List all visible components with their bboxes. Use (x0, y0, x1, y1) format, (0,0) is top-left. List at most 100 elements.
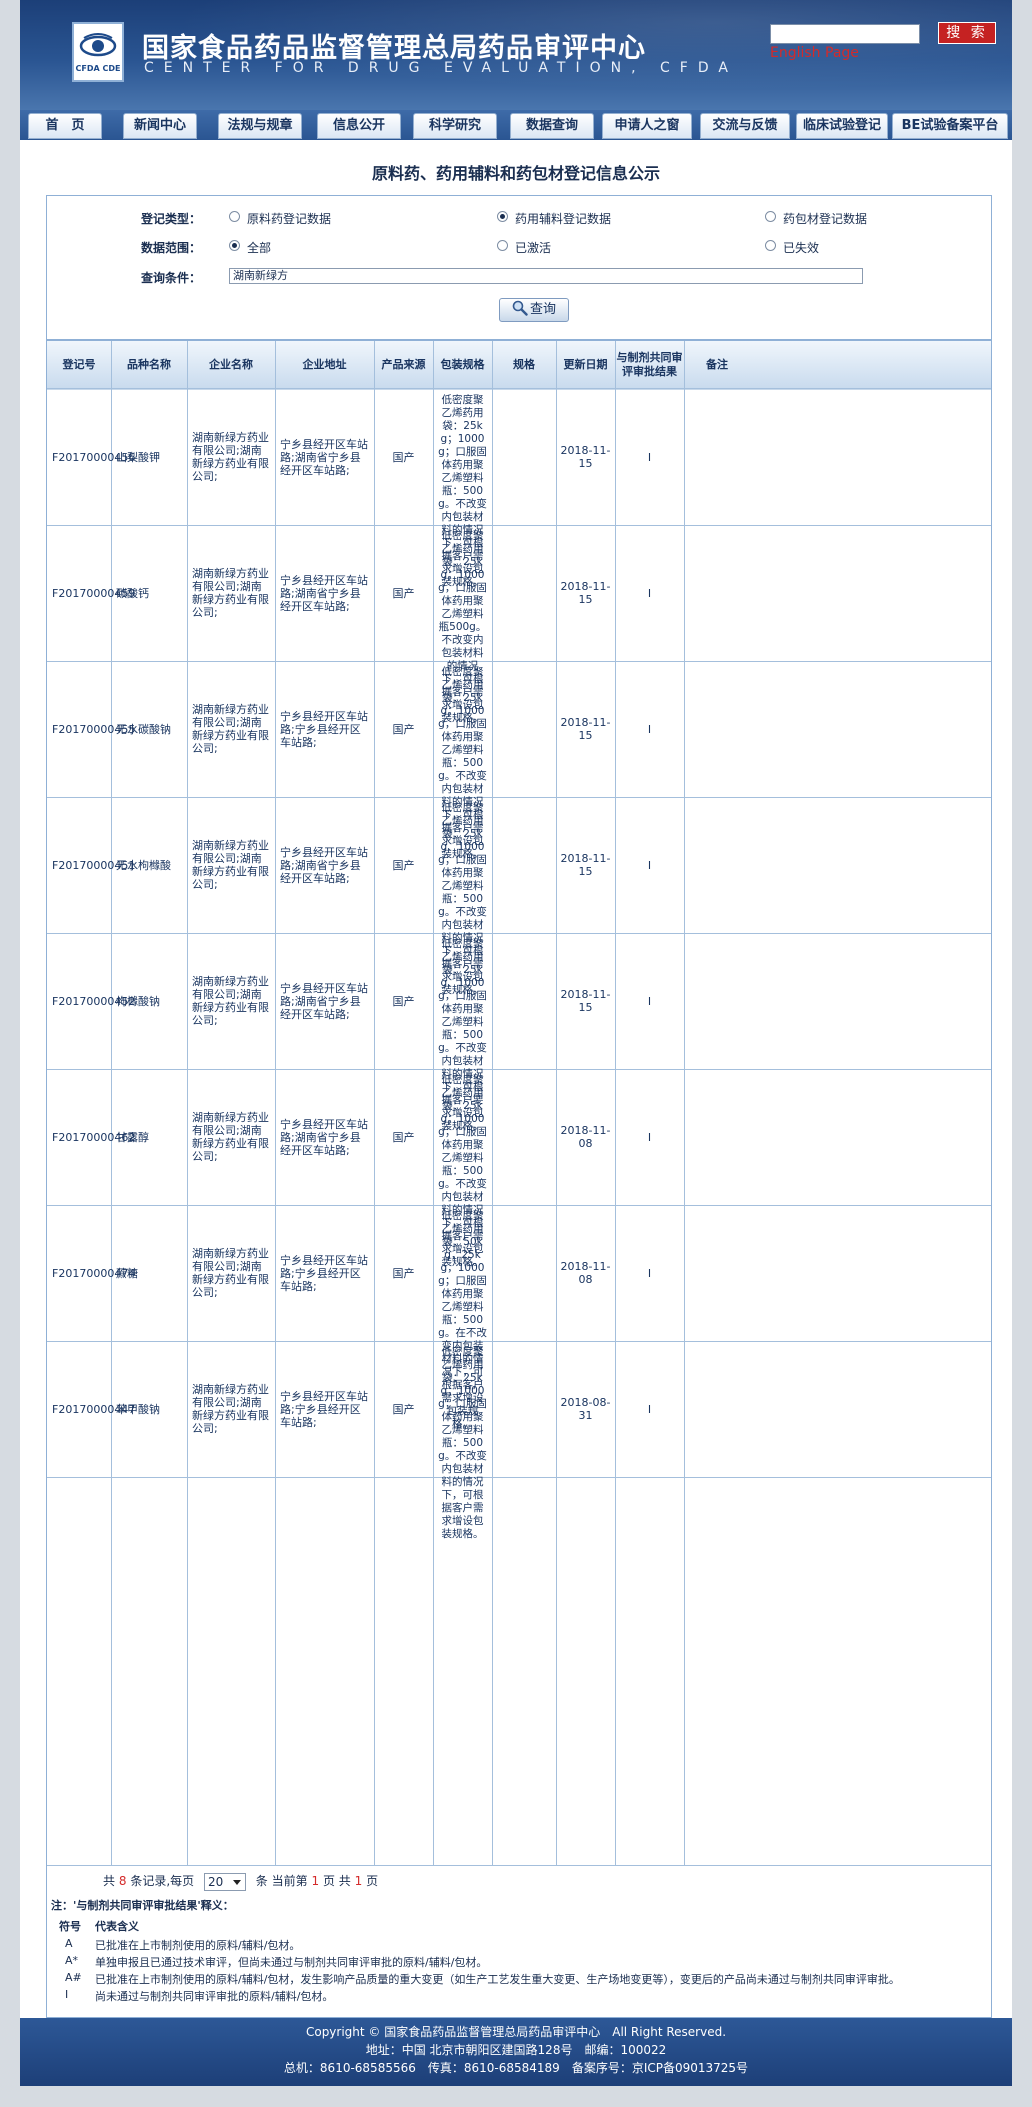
cell-packaging: 低密度聚乙烯药用袋：25kg；1000g；口服固体药用聚乙烯塑料瓶：500g。不… (438, 1074, 487, 1268)
table-row: F20170000459 碳酸钙 湖南新绿方药业有限公司;湖南新绿方药业有限公司; 宁… (47, 525, 991, 724)
cell-specification (492, 933, 556, 1069)
cell-reg-no[interactable]: F20170000459 (52, 586, 136, 600)
header-variety-name[interactable]: 品种名称 (127, 357, 171, 371)
column-divider (374, 341, 375, 1865)
row-divider (47, 797, 991, 798)
note-meaning: 已批准在上市制剂使用的原料/辅料/包材，发生影响产品质量的重大变更（如生产工艺发… (95, 1973, 900, 1986)
radio-range-1[interactable] (497, 240, 508, 251)
cell-update-date: 2018-08-31 (560, 1396, 611, 1422)
cell-packaging: 低密度聚乙烯药用袋：50kg，25kg，1000g；口服固体药用聚乙烯塑料瓶：5… (438, 1210, 487, 1430)
query-condition-input[interactable]: 湖南新绿方 (229, 268, 863, 284)
cell-variety-name: 甘露醇 (116, 1130, 149, 1144)
cell-joint-review-result: I (647, 1402, 652, 1416)
cell-reg-no[interactable]: F20170000447 (52, 1402, 136, 1416)
header-packaging[interactable]: 包装规格 (440, 357, 485, 371)
pager-total: 8 (118, 1874, 127, 1888)
column-divider (433, 341, 434, 1865)
logo[interactable]: CFDA CDE (72, 22, 124, 82)
header-company-name[interactable]: 企业名称 (209, 357, 253, 371)
cell-variety-name: 蔗糖 (116, 1266, 138, 1280)
main-nav: 首 页 新闻中心 法规与规章 信息公开 科学研究 数据查询 申请人之窗 交流与反… (20, 110, 1012, 140)
pager-total-prefix: 共 (103, 1874, 116, 1888)
header-remark[interactable]: 备注 (706, 357, 728, 371)
cell-reg-no[interactable]: F20170000474 (52, 1266, 136, 1280)
note-symbol: I (65, 1988, 69, 2001)
header-company-address[interactable]: 企业地址 (302, 357, 347, 371)
header-product-source[interactable]: 产品来源 (381, 357, 426, 371)
nav-item-be-platform[interactable]: BE试验备案平台 (892, 113, 1008, 139)
cell-specification (492, 525, 556, 661)
nav-item-info[interactable]: 信息公开 (317, 113, 401, 139)
radio-type-0-label[interactable]: 原料药登记数据 (247, 212, 332, 226)
column-divider (556, 341, 557, 1865)
cell-remark (684, 389, 750, 525)
cell-product-source: 国产 (392, 722, 415, 736)
nav-item-clinical-trial[interactable]: 临床试验登记 (796, 113, 888, 139)
site-search-input[interactable] (770, 24, 920, 44)
cell-reg-no[interactable]: F20170000455 (52, 722, 136, 736)
cell-update-date: 2018-11-15 (560, 852, 611, 878)
note-meaning: 已批准在上市制剂使用的原料/辅料/包材。 (95, 1939, 301, 1952)
cell-company-address: 宁乡县经开区车站路;宁乡县经开区车站路; (280, 709, 368, 749)
row-divider (47, 1477, 991, 1478)
header-update-date[interactable]: 更新日期 (563, 357, 608, 371)
footer-contact: 总机：8610-68585566 传真：8610-68584189 备案序号：京… (283, 2061, 749, 2075)
query-button[interactable]: 查询 (499, 298, 569, 322)
column-divider (275, 341, 276, 1865)
pager-current-prefix: 当前第 (271, 1874, 308, 1888)
cell-company-address: 宁乡县经开区车站路;宁乡县经开区车站路; (280, 1253, 368, 1293)
site-search-button[interactable]: 搜 索 (938, 22, 996, 44)
nav-item-applicant[interactable]: 申请人之窗 (602, 113, 692, 139)
radio-range-0[interactable] (229, 240, 240, 251)
radio-range-0-label[interactable]: 全部 (247, 241, 272, 255)
cell-reg-no[interactable]: F20170000451 (52, 858, 136, 872)
cell-product-source: 国产 (392, 586, 415, 600)
header-decoration (20, 0, 1012, 110)
cell-specification (492, 797, 556, 933)
radio-range-2[interactable] (765, 240, 776, 251)
radio-type-1[interactable] (497, 211, 508, 222)
cell-update-date: 2018-11-08 (560, 1260, 611, 1286)
radio-range-2-label[interactable]: 已失效 (783, 241, 820, 255)
english-page-link[interactable]: English Page (770, 45, 859, 61)
cell-packaging: 低密度聚乙烯药用袋：25kg；1000g；口服固体药用聚乙烯塑料瓶：500g。不… (438, 1346, 487, 1540)
radio-type-2[interactable] (765, 211, 776, 222)
cell-product-source: 国产 (392, 858, 415, 872)
header-specification[interactable]: 规格 (513, 357, 535, 371)
table-row: F20170000452 枸橼酸钠 湖南新绿方药业有限公司;湖南新绿方药业有限公司;… (47, 933, 991, 1132)
cell-reg-no[interactable]: F20170000462 (52, 1130, 136, 1144)
cell-remark (684, 525, 750, 661)
cell-variety-name: 无水枸橼酸 (116, 858, 171, 872)
nav-item-news[interactable]: 新闻中心 (123, 113, 197, 139)
table-row: F20170000447 苯甲酸钠 湖南新绿方药业有限公司;湖南新绿方药业有限公司;… (47, 1341, 991, 1540)
results-table: 登记号 品种名称 企业名称 企业地址 产品来源 包装规格 规格 更新日期 与制剂共同审评审批结果… (46, 340, 992, 2018)
nav-item-data-query[interactable]: 数据查询 (510, 113, 594, 139)
cell-joint-review-result: I (647, 722, 652, 736)
row-divider (47, 1069, 991, 1070)
header-joint-review-result[interactable]: 与制剂共同审评审批结果 (616, 350, 683, 378)
nav-item-regulations[interactable]: 法规与规章 (218, 113, 302, 139)
cell-company-address: 宁乡县经开区车站路;湖南省宁乡县经开区车站路; (280, 437, 368, 477)
radio-type-0[interactable] (229, 211, 240, 222)
cell-update-date: 2018-11-15 (560, 444, 611, 470)
table-header: 登记号 品种名称 企业名称 企业地址 产品来源 包装规格 规格 更新日期 与制剂共同审评审批结果… (47, 341, 991, 388)
note-symbol: A# (65, 1971, 82, 1984)
cell-reg-no[interactable]: F20170000456 (52, 450, 136, 464)
cell-reg-no[interactable]: F20170000452 (52, 994, 136, 1008)
cell-company-address: 宁乡县经开区车站路;湖南省宁乡县经开区车站路; (280, 981, 368, 1021)
cell-specification (492, 389, 556, 525)
radio-type-1-label[interactable]: 药用辅料登记数据 (515, 212, 612, 226)
page-size-select[interactable]: 20 (203, 1872, 246, 1891)
column-divider (492, 341, 493, 1865)
radio-type-2-label[interactable]: 药包材登记数据 (783, 212, 868, 226)
nav-item-research[interactable]: 科学研究 (413, 113, 497, 139)
nav-item-home[interactable]: 首 页 (28, 113, 102, 139)
nav-item-feedback[interactable]: 交流与反馈 (700, 113, 790, 139)
column-divider (111, 341, 112, 1865)
radio-range-1-label[interactable]: 已激活 (515, 241, 552, 255)
cell-company-name: 湖南新绿方药业有限公司;湖南新绿方药业有限公司; (192, 703, 269, 755)
header-reg-no[interactable]: 登记号 (62, 357, 96, 371)
pager-total-suffix: 条记录,每页 (130, 1874, 195, 1888)
footer-copyright: Copyright © 国家食品药品监督管理总局药品审评中心 All Right… (305, 2025, 727, 2039)
note-meaning: 单独申报且已通过技术审评，但尚未通过与制剂共同审评审批的原料/辅料/包材。 (95, 1956, 488, 1969)
